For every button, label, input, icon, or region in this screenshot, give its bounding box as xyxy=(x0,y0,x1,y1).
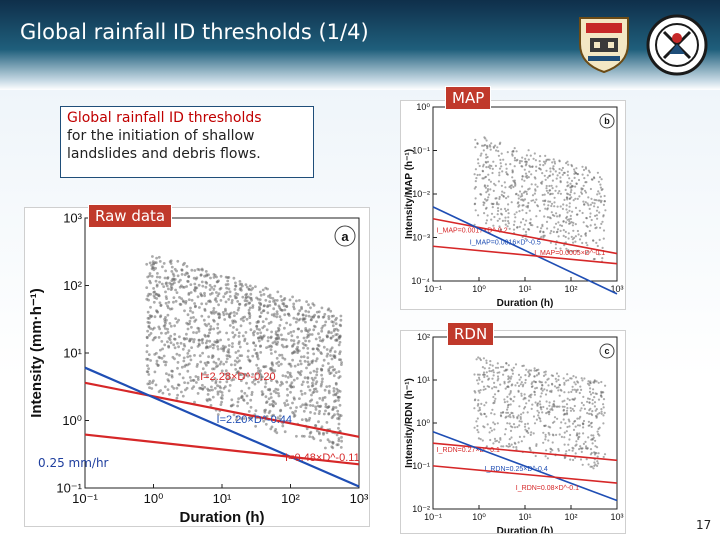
y-tick-label: 10² xyxy=(63,278,82,293)
y-axis-label: Intensity/RDN (h⁻¹) xyxy=(404,378,415,468)
x-tick-label: 10³ xyxy=(610,284,623,294)
threshold-line xyxy=(432,245,618,265)
y-tick-label: 10³ xyxy=(63,211,82,226)
tag-rdn: RDN xyxy=(447,322,495,346)
x-tick-label: 10⁻¹ xyxy=(424,284,442,294)
y-tick-label: 10⁻³ xyxy=(412,233,430,243)
threshold-label: I_RDN=0.27×D^-0.1 xyxy=(437,447,500,454)
y-tick-label: 10⁻¹ xyxy=(412,146,430,156)
x-axis-label: Duration (h) xyxy=(180,509,265,526)
threshold-line xyxy=(84,381,360,438)
chart-panel-b: 10⁻¹ 10⁰ 10¹ 10² 10³ 10⁻⁴ 10⁻³ 10⁻² 10⁻¹ 10⁰ Durat… xyxy=(400,100,626,310)
y-tick-label: 10⁻¹ xyxy=(56,481,82,496)
threshold-label: I_MAP=0.0017×D^-0.2 xyxy=(437,227,508,234)
x-tick-label: 10² xyxy=(281,491,300,506)
x-tick-label: 10⁰ xyxy=(144,491,164,506)
chart-b-svg: 10⁻¹ 10⁰ 10¹ 10² 10³ 10⁻⁴ 10⁻³ 10⁻² 10⁻¹ 10⁰ Durat… xyxy=(404,102,624,309)
panel-badge xyxy=(599,343,615,359)
tag-map: MAP xyxy=(445,86,492,110)
threshold-label: I=2.20×D^-0.44 xyxy=(217,414,293,426)
y-tick-label: 10⁰ xyxy=(62,413,82,428)
panel-badge xyxy=(599,113,615,129)
university-shield-logo-icon xyxy=(579,17,629,74)
y-tick-label: 10⁰ xyxy=(416,102,430,112)
x-tick-label: 10¹ xyxy=(518,284,531,294)
y-tick-label: 10² xyxy=(417,332,430,342)
tag-raw-data: Raw data xyxy=(88,204,173,228)
x-tick-label: 10⁻¹ xyxy=(424,512,442,522)
threshold-label: I_MAP=0.0016×D^-0.5 xyxy=(470,239,541,246)
scatter-points xyxy=(145,255,343,450)
threshold-label: I_MAP=0.0005×D^-0.1 xyxy=(534,250,605,257)
x-tick-label: 10³ xyxy=(350,491,369,506)
threshold-line xyxy=(432,442,618,462)
threshold-line xyxy=(84,433,360,466)
y-tick-label: 10⁻⁴ xyxy=(411,276,430,286)
y-tick-label: 10¹ xyxy=(63,346,82,361)
threshold-line xyxy=(432,465,618,484)
y-tick-label: 10⁻² xyxy=(412,189,430,199)
panel-letter: b xyxy=(604,116,610,126)
plot-frame xyxy=(432,336,618,510)
page-number: 17 xyxy=(696,518,712,532)
x-tick-label: 10⁰ xyxy=(472,284,486,294)
y-axis-label: Intensity/MAP (h⁻¹) xyxy=(404,149,415,239)
caption-box: Global rainfall ID thresholds for the in… xyxy=(60,106,314,178)
scatter-points xyxy=(473,136,607,263)
y-tick-label: 10⁻¹ xyxy=(412,461,430,471)
chart-c-svg: 10⁻¹ 10⁰ 10¹ 10² 10³10⁻²10⁻¹10⁰10¹10²Duratio… xyxy=(404,332,624,537)
caption-line1: Global rainfall ID thresholds xyxy=(67,110,262,126)
x-tick-label: 10¹ xyxy=(518,512,531,522)
department-round-logo-icon xyxy=(646,14,708,76)
caption-line2: for the initiation of shallow landslides… xyxy=(67,128,261,162)
panel-letter: a xyxy=(341,229,349,244)
x-tick-label: 10⁰ xyxy=(472,512,486,522)
threshold-label: I=0.48×D^-0.11 xyxy=(285,452,360,464)
threshold-label: I_RDN=0.25×D^-0.4 xyxy=(485,466,548,473)
threshold-line xyxy=(432,430,618,502)
panel-letter: c xyxy=(604,346,609,356)
x-tick-label: 10² xyxy=(564,284,577,294)
y-tick-label: 10⁻² xyxy=(412,504,430,514)
chart-panel-a: 10⁻¹ 10⁰ 10¹ 10² 10³ 10⁻¹ 10⁰ 10¹ 10² 10³ Duration… xyxy=(24,207,370,527)
panel-badge xyxy=(334,225,356,247)
x-tick-label: 10¹ xyxy=(213,491,232,506)
note-rate: 0.25 mm/hr xyxy=(38,456,109,470)
y-tick-label: 10⁰ xyxy=(416,418,430,428)
threshold-line xyxy=(432,217,618,255)
x-axis-label: Duration (h) xyxy=(497,298,554,309)
x-tick-label: 10⁻¹ xyxy=(72,491,98,506)
threshold-label: I_RDN=0.08×D^-0.1 xyxy=(516,485,579,492)
slide-title: Global rainfall ID thresholds (1/4) xyxy=(20,20,369,44)
chart-panel-c: 10⁻¹ 10⁰ 10¹ 10² 10³ 10⁻² 10⁻¹ 10⁰ 10¹ 10² Duratio… xyxy=(400,330,626,537)
y-axis-label: Intensity (mm·h⁻¹) xyxy=(28,288,45,418)
threshold-line xyxy=(432,206,618,295)
x-tick-label: 10² xyxy=(564,512,577,522)
x-tick-label: 10³ xyxy=(610,512,623,522)
chart-a-svg: 10⁻¹ 10⁰ 10¹ 10² 10³ 10⁻¹ 10⁰ 10¹ 10² 10³ Duration… xyxy=(28,211,369,526)
x-axis-label: Duration (h) xyxy=(497,526,554,533)
plot-frame xyxy=(84,217,360,489)
threshold-line xyxy=(84,366,360,488)
threshold-label: I=2.28×D^-0.20 xyxy=(200,371,276,383)
y-tick-label: 10¹ xyxy=(417,375,430,385)
